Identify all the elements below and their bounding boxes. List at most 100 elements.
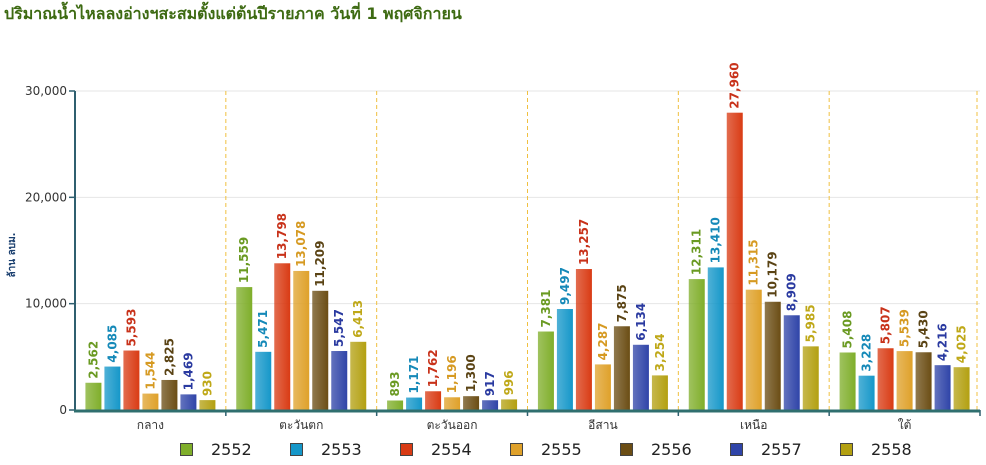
legend-swatch xyxy=(510,443,523,456)
bar xyxy=(142,393,159,410)
data-label: 11,315 xyxy=(747,239,761,285)
data-label: 893 xyxy=(388,371,402,396)
bar xyxy=(199,400,216,410)
legend-item-2554[interactable]: 2554 xyxy=(400,440,510,459)
legend-label: 2555 xyxy=(541,440,582,459)
bar xyxy=(877,348,894,410)
legend-item-2557[interactable]: 2557 xyxy=(730,440,840,459)
bar xyxy=(387,400,404,410)
legend-swatch xyxy=(620,443,633,456)
legend-label: 2552 xyxy=(211,440,252,459)
bar xyxy=(180,394,197,410)
data-label: 27,960 xyxy=(728,62,742,108)
data-label: 1,171 xyxy=(407,356,421,394)
data-label: 5,985 xyxy=(804,304,818,342)
data-label: 5,539 xyxy=(898,309,912,347)
legend-swatch xyxy=(180,443,193,456)
data-label: 917 xyxy=(483,371,497,396)
legend-swatch xyxy=(400,443,413,456)
data-label: 8,909 xyxy=(785,273,799,311)
bar xyxy=(934,365,951,410)
data-label: 11,559 xyxy=(237,237,251,283)
bar xyxy=(444,397,461,410)
bar xyxy=(953,367,970,410)
data-label: 5,408 xyxy=(841,311,855,349)
bar xyxy=(915,352,932,410)
legend-item-2556[interactable]: 2556 xyxy=(620,440,730,459)
bar xyxy=(726,112,743,410)
legend-item-2555[interactable]: 2555 xyxy=(510,440,620,459)
legend: 2552 2553 2554 2555 2556 2557 2558 xyxy=(180,440,950,459)
data-label: 1,196 xyxy=(445,355,459,393)
bar xyxy=(425,391,442,410)
data-label: 10,179 xyxy=(766,251,780,297)
bar xyxy=(123,350,140,410)
x-tick-label: ตะวันออก xyxy=(427,418,478,432)
bar xyxy=(236,287,253,410)
data-label: 2,825 xyxy=(162,338,176,376)
legend-swatch xyxy=(730,443,743,456)
chart-title: ปริมาณน้ำไหลลงอ่างฯสะสมตั้งแต่ต้นปีรายภา… xyxy=(4,4,462,23)
data-label: 4,216 xyxy=(936,323,950,361)
legend-item-2553[interactable]: 2553 xyxy=(290,440,400,459)
y-tick-label: 0 xyxy=(59,403,67,417)
legend-swatch xyxy=(290,443,303,456)
bar xyxy=(293,270,310,410)
legend-label: 2554 xyxy=(431,440,472,459)
bar xyxy=(331,351,348,410)
bar xyxy=(537,331,554,410)
bar xyxy=(858,375,875,410)
data-label: 6,134 xyxy=(634,303,648,341)
legend-label: 2558 xyxy=(871,440,912,459)
legend-label: 2556 xyxy=(651,440,692,459)
data-label: 4,085 xyxy=(105,325,119,363)
data-label: 9,497 xyxy=(558,267,572,305)
legend-item-2552[interactable]: 2552 xyxy=(180,440,290,459)
bar xyxy=(839,352,856,410)
bar xyxy=(688,279,705,410)
legend-item-2558[interactable]: 2558 xyxy=(840,440,950,459)
bar xyxy=(632,344,649,410)
bar xyxy=(764,301,781,410)
data-label: 3,228 xyxy=(860,334,874,372)
bar xyxy=(350,341,367,410)
legend-label: 2553 xyxy=(321,440,362,459)
y-tick-label: 30,000 xyxy=(25,84,67,98)
data-label: 5,547 xyxy=(332,309,346,347)
data-label: 5,471 xyxy=(256,310,270,348)
legend-label: 2557 xyxy=(761,440,802,459)
bar xyxy=(161,379,178,410)
y-tick-label: 20,000 xyxy=(25,190,67,204)
y-axis-label: ล้าน ลบม. xyxy=(6,233,18,278)
data-label: 13,257 xyxy=(577,219,591,265)
bar xyxy=(482,400,499,410)
bar xyxy=(406,397,423,410)
data-label: 5,807 xyxy=(879,306,893,344)
data-label: 7,381 xyxy=(539,290,553,328)
data-label: 1,762 xyxy=(426,349,440,387)
data-label: 1,544 xyxy=(143,352,157,390)
data-label: 1,300 xyxy=(464,354,478,392)
bar xyxy=(104,366,121,410)
bar xyxy=(613,326,630,410)
bar xyxy=(707,267,724,410)
data-label: 930 xyxy=(200,371,214,396)
data-label: 4,287 xyxy=(596,322,610,360)
bar xyxy=(274,263,291,410)
x-tick-label: ใต้ xyxy=(898,418,912,432)
legend-swatch xyxy=(840,443,853,456)
data-label: 13,410 xyxy=(709,217,723,263)
data-label: 5,593 xyxy=(124,309,138,347)
bar xyxy=(85,382,102,410)
x-tick-label: กลาง xyxy=(137,418,164,432)
bar xyxy=(463,396,480,410)
bar xyxy=(556,309,573,410)
data-label: 2,562 xyxy=(86,341,100,379)
data-label: 4,025 xyxy=(955,325,969,363)
bar xyxy=(501,399,518,410)
bar xyxy=(255,351,272,410)
data-label: 12,311 xyxy=(690,229,704,275)
bar xyxy=(745,289,762,410)
bar xyxy=(594,364,611,410)
bar xyxy=(896,351,913,410)
